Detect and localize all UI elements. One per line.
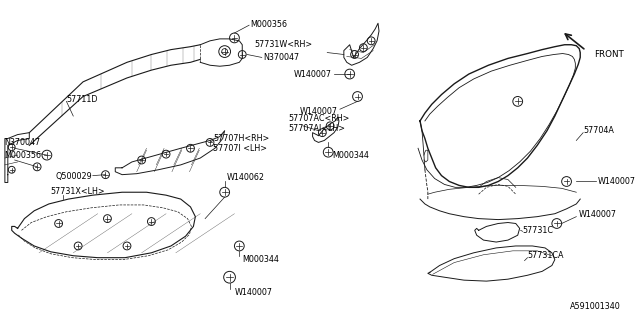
Text: M000344: M000344 (243, 255, 279, 264)
Text: 57707AI<LH>: 57707AI<LH> (288, 124, 345, 133)
Text: 57731C: 57731C (523, 226, 554, 235)
Text: 57707I <LH>: 57707I <LH> (213, 144, 267, 153)
Text: W140007: W140007 (300, 107, 338, 116)
Text: A591001340: A591001340 (570, 302, 620, 311)
Text: 57731X<LH>: 57731X<LH> (51, 187, 106, 196)
Text: N370047: N370047 (4, 138, 40, 147)
Text: N370047: N370047 (263, 53, 299, 62)
Text: M000356: M000356 (250, 20, 287, 29)
Text: FRONT: FRONT (594, 50, 624, 59)
Text: 57731W<RH>: 57731W<RH> (255, 40, 312, 49)
Text: M000344: M000344 (332, 151, 369, 160)
Text: 57704A: 57704A (583, 126, 614, 135)
Text: Q500029: Q500029 (55, 172, 92, 181)
Text: W140062: W140062 (227, 173, 264, 182)
Text: W140007: W140007 (294, 69, 332, 78)
Text: W140007: W140007 (579, 210, 616, 219)
Text: W140007: W140007 (234, 288, 273, 297)
Text: W140007: W140007 (598, 177, 636, 186)
Text: M000356: M000356 (4, 151, 41, 160)
Text: 57711D: 57711D (67, 95, 98, 104)
Text: 57707H<RH>: 57707H<RH> (213, 134, 269, 143)
Text: 57731CA: 57731CA (527, 251, 564, 260)
Text: 57707AC<RH>: 57707AC<RH> (288, 115, 349, 124)
